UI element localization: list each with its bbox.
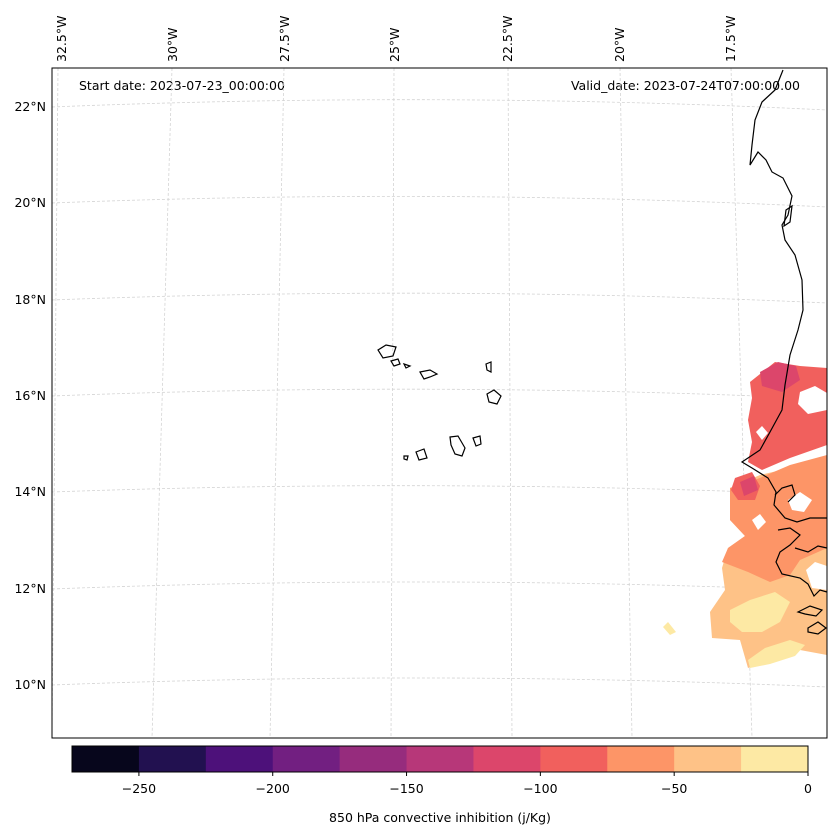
colorbar-bin-4	[339, 746, 408, 772]
lon-label-22-5w: 22.5°W	[500, 16, 515, 62]
cin-field	[663, 362, 827, 668]
colorbar	[71, 745, 809, 773]
colorbar-tick-label-4: −50	[661, 781, 687, 796]
lat-label-16n: 16°N	[14, 388, 46, 403]
coastline	[740, 69, 828, 635]
colorbar-bin-7	[540, 746, 608, 772]
colorbar-frame	[71, 745, 809, 773]
cin-band-minus-125-to-minus-100	[760, 362, 800, 392]
colorbar-bin-3	[272, 746, 341, 772]
colorbar-tick-label-5: 0	[804, 781, 812, 796]
map-frame	[51, 67, 828, 739]
colorbar-bin-10	[741, 746, 809, 772]
cape-verde-islands	[377, 344, 502, 461]
lon-label-30w: 30°W	[165, 27, 180, 62]
colorbar-bin-2	[205, 746, 274, 772]
cin-band-minus-125-to-minus-100-b	[740, 476, 758, 496]
lon-label-25w: 25°W	[387, 27, 402, 62]
lon-label-20w: 20°W	[612, 27, 627, 62]
cin-band-0-to-minus-25-c	[663, 622, 676, 635]
lat-label-14n: 14°N	[14, 484, 46, 499]
start-date-label: Start date: 2023-07-23_00:00:00	[79, 78, 285, 93]
colorbar-tick-label-0: −250	[122, 781, 156, 796]
lat-label-20n: 20°N	[14, 195, 46, 210]
lon-label-32-5w: 32.5°W	[54, 16, 69, 62]
longitude-labels: 32.5°W 30°W 27.5°W 25°W 22.5°W 20°W 17.5…	[54, 16, 738, 62]
colorbar-bin-0	[72, 746, 140, 772]
cin-band-0-to-minus-25	[730, 592, 790, 632]
lon-label-17-5w: 17.5°W	[723, 16, 738, 62]
colorbar-bin-5	[406, 746, 474, 772]
colorbar-bin-9	[674, 746, 742, 772]
colorbar-tick-label-2: −150	[389, 781, 423, 796]
lat-label-18n: 18°N	[14, 292, 46, 307]
latitude-labels: 22°N 20°N 18°N 16°N 14°N 12°N 10°N	[14, 99, 46, 692]
cin-band-minus-100-to-minus-75	[748, 362, 827, 470]
lat-label-12n: 12°N	[14, 581, 46, 596]
colorbar-label: 850 hPa convective inhibition (j/Kg)	[329, 810, 551, 825]
colorbar-tick-label-3: −100	[523, 781, 557, 796]
colorbar-ticks: −250 −200 −150 −100 −50 0	[122, 772, 812, 796]
gridlines	[51, 67, 828, 739]
colorbar-bin-6	[473, 746, 541, 772]
valid-date-label: Valid_date: 2023-07-24T07:00:00.00	[571, 78, 800, 93]
colorbar-bin-1	[138, 746, 207, 772]
lat-label-10n: 10°N	[14, 677, 46, 692]
lat-label-22n: 22°N	[14, 99, 46, 114]
cin-band-0-to-minus-25-b	[748, 640, 805, 668]
colorbar-tick-label-1: −200	[256, 781, 290, 796]
lon-label-27-5w: 27.5°W	[277, 16, 292, 62]
colorbar-bin-8	[607, 746, 675, 772]
